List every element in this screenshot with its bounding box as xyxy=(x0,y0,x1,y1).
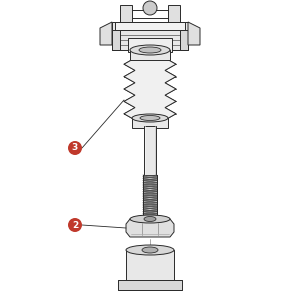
Ellipse shape xyxy=(126,245,174,255)
Ellipse shape xyxy=(132,114,168,122)
Polygon shape xyxy=(188,22,200,45)
Polygon shape xyxy=(144,126,156,175)
Ellipse shape xyxy=(130,215,170,223)
Ellipse shape xyxy=(139,47,161,53)
Polygon shape xyxy=(126,250,174,280)
Polygon shape xyxy=(124,58,176,120)
Ellipse shape xyxy=(144,217,156,221)
Circle shape xyxy=(143,1,157,15)
Polygon shape xyxy=(120,5,132,28)
Polygon shape xyxy=(100,22,112,45)
Circle shape xyxy=(68,218,82,232)
Polygon shape xyxy=(118,280,182,290)
Polygon shape xyxy=(130,50,170,60)
Polygon shape xyxy=(115,22,185,30)
Ellipse shape xyxy=(142,247,158,253)
Polygon shape xyxy=(168,5,180,28)
Polygon shape xyxy=(180,30,188,50)
Text: 2: 2 xyxy=(72,220,78,230)
Text: 3: 3 xyxy=(72,143,78,152)
Ellipse shape xyxy=(140,116,160,121)
Polygon shape xyxy=(143,175,157,215)
Polygon shape xyxy=(112,30,120,50)
Polygon shape xyxy=(112,22,188,50)
Polygon shape xyxy=(132,118,168,128)
Polygon shape xyxy=(126,219,174,237)
Polygon shape xyxy=(128,38,172,52)
Ellipse shape xyxy=(130,45,170,55)
Circle shape xyxy=(68,141,82,155)
